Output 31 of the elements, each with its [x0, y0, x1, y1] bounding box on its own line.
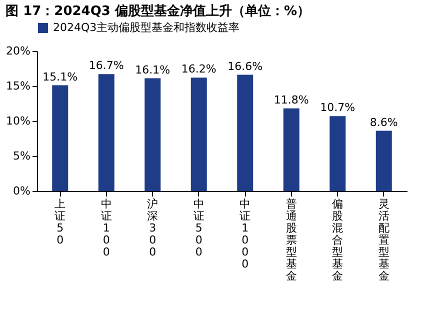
y-tick-label: 0% [13, 184, 30, 198]
bar [376, 130, 392, 191]
y-tick-label: 15% [6, 80, 30, 92]
chart-title: 图 17：2024Q3 偏股型基金净值上升（单位：%） [6, 3, 310, 19]
legend-label: 2024Q3主动偏股型基金和指数收益率 [53, 21, 240, 34]
bar [330, 116, 346, 191]
text: 16.1% [135, 63, 170, 76]
text: 8.6% [370, 116, 398, 129]
text: 10.7% [320, 101, 356, 114]
x-tick-label: 中证1000 [240, 198, 251, 270]
y-tick-label: 10% [6, 114, 30, 128]
y-tick-label: 20% [6, 44, 30, 58]
text: 16.6% [228, 60, 263, 73]
bar [237, 74, 254, 191]
bar [283, 108, 300, 191]
x-tick-label: 沪深300 [147, 198, 158, 258]
bar [52, 85, 68, 191]
x-tick-label: 中证100 [100, 198, 112, 258]
x-tick-label: 普通股票型基金 [286, 198, 297, 282]
x-tick-label: 中证500 [193, 198, 204, 258]
bar [144, 78, 161, 191]
text: 16.7% [88, 59, 124, 72]
y-tick-label: 5% [13, 150, 30, 162]
text: 16.2% [181, 62, 216, 76]
bar [98, 74, 114, 191]
bar [190, 78, 207, 191]
x-tick-label: 偏股混合型基金 [332, 198, 344, 282]
text: 15.1% [42, 70, 78, 84]
x-tick-label: 灵活配置型基金 [378, 198, 390, 282]
text: 11.8% [274, 93, 309, 106]
x-tick-label: 上证50 [54, 198, 66, 246]
